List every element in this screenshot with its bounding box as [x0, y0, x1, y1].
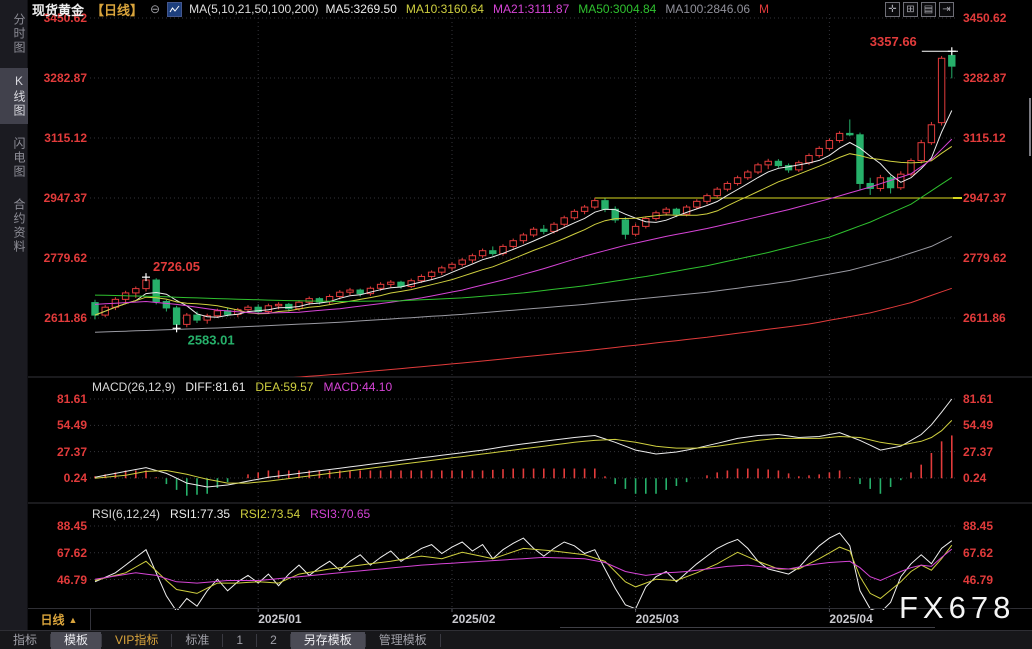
date-axis-label: 2025/04: [829, 612, 873, 626]
ma-value-label: MA50:3004.84: [578, 2, 657, 16]
collapse-icon[interactable]: ⊖: [150, 2, 161, 16]
toolbar-separator: [289, 633, 291, 647]
symbol-name: 现货黄金: [32, 2, 85, 18]
export-chart-icon[interactable]: ⇥: [939, 2, 954, 17]
price-axis-label: 3450.62: [963, 11, 1007, 25]
macd-header: MACD(26,12,9) DIFF:81.61 DEA:59.57 MACD:…: [92, 380, 392, 394]
toolbar-item-indicator[interactable]: 指标: [13, 632, 38, 647]
watermark: FX678: [899, 590, 1016, 625]
toolbar-item-manage-template[interactable]: 管理模板: [378, 632, 427, 647]
rsi3-value: RSI3:70.65: [310, 507, 371, 521]
ma-value-label: M: [759, 2, 770, 16]
chart-layout-icon[interactable]: ⊞: [903, 2, 918, 17]
toolbar-item-page-2[interactable]: 2: [270, 632, 277, 647]
svg-text:2583.01: 2583.01: [188, 332, 235, 347]
macd-diff-value: DIFF:81.61: [185, 380, 246, 394]
ma-values: MA5:3269.50 MA10:3160.64 MA21:3111.87 MA50:…: [326, 2, 770, 16]
price-axis-label: 27.37: [56, 444, 87, 459]
ma-value-label: MA21:3111.87: [492, 2, 570, 16]
toolbar-separator: [101, 633, 103, 647]
price-axis-label: 67.62: [963, 545, 994, 560]
toolbar-item-vip-indicator[interactable]: VIP指标: [115, 632, 159, 647]
macd-macd-value: MACD:44.10: [323, 380, 393, 394]
header-icons: ✛ ⊞ ▤ ⇥: [885, 2, 954, 17]
price-axis-label: 2611.86: [963, 311, 1006, 325]
time-axis-row: 日线 ▲ 2025/01 2025/02 2025/03 2025/04: [28, 608, 1032, 630]
toolbar-separator: [256, 633, 258, 647]
ma-value-label: MA10:3160.64: [405, 2, 484, 16]
chart-header: 现货黄金 【日线】 ⊖ MA(5,10,21,50,100,200) MA5:3…: [32, 1, 892, 17]
price-axis-label: 0.24: [63, 471, 87, 485]
ma-group-label: MA(5,10,21,50,100,200): [189, 2, 319, 16]
tab-contract-info[interactable]: 合约资料: [12, 198, 26, 254]
price-axis-label: 67.62: [56, 545, 87, 560]
crosshair-move-icon[interactable]: ✛: [885, 2, 900, 17]
rsi1-value: RSI1:77.35: [170, 507, 231, 521]
vertical-scrollbar[interactable]: [1029, 98, 1031, 156]
price-axis-label: 2779.62: [43, 250, 87, 265]
macd-dea-value: DEA:59.57: [255, 380, 314, 394]
rsi-header: RSI(6,12,24) RSI1:77.35 RSI2:73.54 RSI3:…: [92, 507, 370, 521]
svg-text:2726.05: 2726.05: [153, 259, 200, 274]
price-axis-label: 54.49: [963, 418, 994, 433]
tab-lightning-chart[interactable]: 闪电图: [12, 137, 26, 179]
period-tag: 【日线】: [91, 2, 144, 18]
toolbar-item-page-1[interactable]: 1: [236, 632, 244, 647]
date-axis-label: 2025/01: [258, 612, 302, 626]
price-axis-label: 3282.87: [43, 70, 87, 85]
rsi2-value: RSI2:73.54: [240, 507, 301, 521]
chevron-up-icon: ▲: [68, 614, 78, 625]
macd-title: MACD(26,12,9): [92, 380, 176, 394]
ma-value-label: MA5:3269.50: [325, 2, 397, 16]
period-selector-label: 日线: [40, 613, 65, 627]
ma-value-label: MA100:2846.06: [665, 2, 751, 16]
rsi-title: RSI(6,12,24): [92, 507, 161, 521]
date-axis-label: 2025/02: [452, 612, 496, 626]
price-axis-label: 46.79: [56, 572, 87, 587]
price-axis-label: 54.49: [56, 418, 87, 433]
price-axis-label: 3115.12: [963, 130, 1006, 145]
price-axis-label: 88.45: [963, 519, 994, 533]
mini-chart-icon: [167, 1, 183, 17]
price-axis-label: 2779.62: [963, 250, 1007, 265]
tab-time-chart[interactable]: 分时图: [12, 13, 26, 55]
period-selector[interactable]: 日线 ▲: [28, 609, 91, 630]
horizontal-scroll-indicator[interactable]: [560, 627, 935, 628]
price-axis-label: 2947.37: [963, 190, 1007, 205]
price-axis-label: 46.79: [963, 572, 994, 587]
tab-kline-chart[interactable]: K线图: [0, 68, 28, 124]
price-axis-label: 27.37: [963, 444, 994, 459]
toolbar-item-template[interactable]: 模板: [51, 631, 102, 649]
toolbar-separator: [364, 633, 366, 647]
price-axis-label: 81.61: [963, 392, 994, 406]
bottom-toolbar: 指标 模板 VIP指标 标准 1 2 另存模板 管理模板: [0, 630, 1032, 649]
price-axis-label: 3115.12: [44, 130, 87, 145]
price-axis-label: 3450.62: [43, 11, 87, 25]
price-axis-label: 2947.37: [43, 190, 87, 205]
svg-text:3357.66: 3357.66: [870, 34, 917, 49]
toolbar-separator: [439, 633, 441, 647]
toolbar-separator: [171, 633, 173, 647]
toolbar-separator: [50, 633, 52, 647]
sidebar: 分时图 K线图闪电图合约资料: [0, 0, 28, 630]
price-axis-label: 88.45: [56, 519, 87, 533]
price-axis-label: 0.24: [963, 471, 987, 485]
toolbar-item-standard[interactable]: 标准: [185, 632, 210, 647]
price-axis-label: 2611.86: [44, 311, 87, 325]
price-axis-label: 3282.87: [963, 70, 1007, 85]
chart-panels-icon[interactable]: ▤: [921, 2, 936, 17]
price-axis-label: 81.61: [56, 392, 87, 406]
date-axis-label: 2025/03: [635, 612, 679, 626]
toolbar-item-save-as-template[interactable]: 另存模板: [290, 631, 365, 649]
toolbar-separator: [222, 633, 224, 647]
